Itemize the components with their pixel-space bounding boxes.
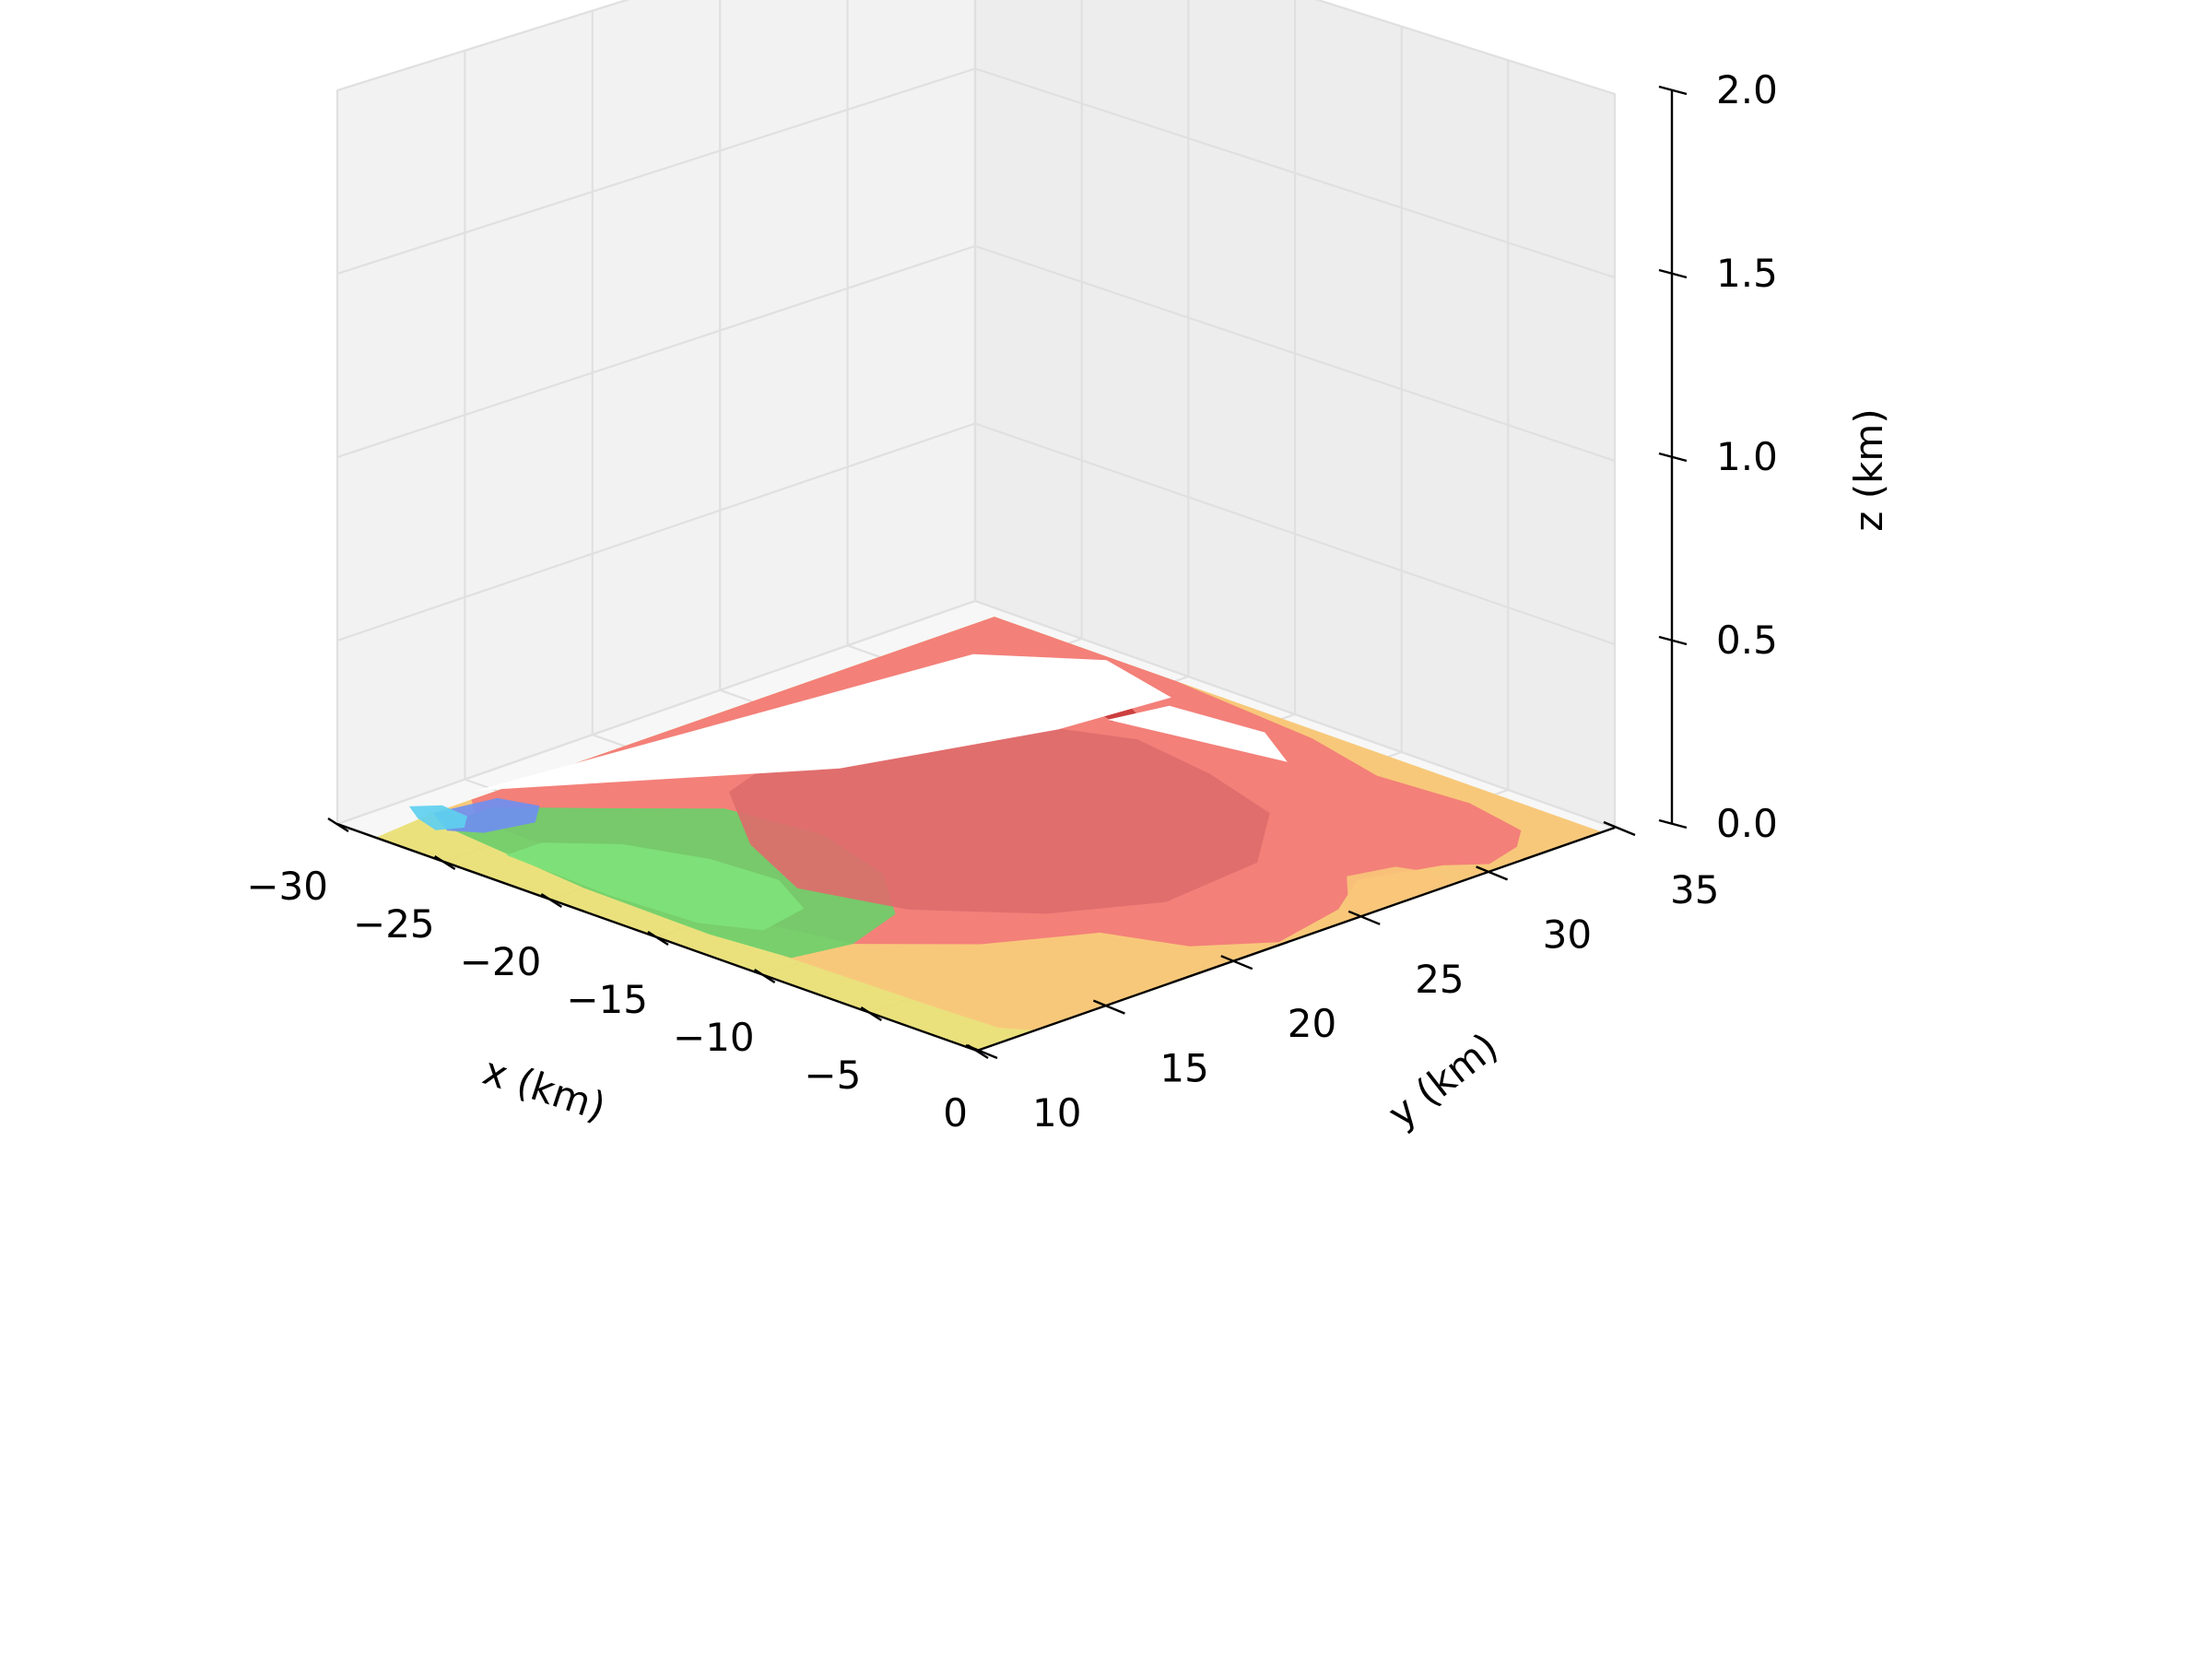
x-tick [754,968,776,984]
x-tick-label: 0 [943,1090,968,1135]
contour-gap [1107,705,1288,762]
contour-region-light-blue [409,805,467,830]
x-tick [434,854,456,871]
grid-line-z [336,599,1616,830]
x-tick-label: −30 [246,864,328,909]
x-tick-label: −15 [566,977,648,1022]
x-tick-label: −20 [460,939,542,984]
grid-line-z [336,244,1616,463]
ticks: −30 −25 −20 −15 −10 −5 0 10 15 20 25 30 35 0.0 0.5 1.0 1… [246,67,1777,1135]
x-tick [647,930,669,947]
x-tick [860,1006,882,1022]
y-tick [1092,999,1125,1015]
y-axis-line [976,826,1616,1053]
x-tick [327,817,349,833]
y-tick [1220,955,1253,971]
y-tick [1347,910,1381,925]
contour-surface [375,617,1603,1051]
z-tick-label: 2.0 [1716,67,1778,112]
z-tick-label: 0.0 [1716,801,1778,846]
z-tick [1658,635,1688,646]
z-axis-label: z (km) [1846,408,1891,531]
z-tick [1658,452,1688,463]
x-tick [540,892,562,909]
x-tick-label: −10 [673,1015,755,1060]
y-tick [965,1043,998,1060]
y-tick-label: 30 [1543,912,1592,957]
contour-region-light-green [506,842,805,931]
grid-line-z [336,67,1616,279]
y-tick-label: 20 [1288,1001,1336,1046]
grid-line-z [336,422,1616,646]
y-tick [1603,820,1636,837]
y-tick-label: 25 [1415,957,1464,1002]
x-tick-label: −5 [804,1053,861,1098]
y-tick-label: 15 [1159,1046,1208,1091]
y-tick-label: 35 [1670,867,1719,912]
contour-region-orange [1340,866,1450,920]
grid-line-z [336,0,1616,96]
x-axis-label: x (km) [477,1048,611,1130]
contour-gap [476,653,1171,791]
y-tick [1476,865,1509,881]
z-tick [1658,85,1688,96]
contour-region-dark-red [728,722,1270,914]
x-tick-label: −25 [353,901,435,947]
y-axis-label: y (km) [1380,1024,1507,1136]
z-tick-label: 1.5 [1716,251,1778,296]
z-tick [1658,268,1688,279]
z-tick-label: 0.5 [1716,618,1778,663]
z-tick [1658,818,1688,830]
y-tick-label: 10 [1032,1090,1081,1135]
z-tick-label: 1.0 [1716,434,1778,479]
